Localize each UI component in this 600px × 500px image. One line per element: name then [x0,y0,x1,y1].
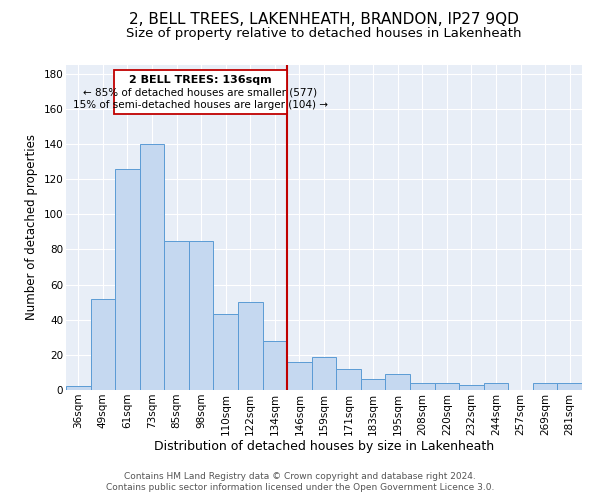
Bar [361,380,385,390]
Bar [140,144,164,390]
Text: Size of property relative to detached houses in Lakenheath: Size of property relative to detached ho… [126,28,522,40]
Bar [410,383,434,390]
X-axis label: Distribution of detached houses by size in Lakenheath: Distribution of detached houses by size … [154,440,494,454]
Text: 15% of semi-detached houses are larger (104) →: 15% of semi-detached houses are larger (… [73,100,328,110]
Bar [434,383,459,390]
Bar [287,362,312,390]
Bar [459,384,484,390]
Bar [385,374,410,390]
FancyBboxPatch shape [114,70,287,114]
Text: 2, BELL TREES, LAKENHEATH, BRANDON, IP27 9QD: 2, BELL TREES, LAKENHEATH, BRANDON, IP27… [129,12,519,28]
Bar [164,240,189,390]
Bar [91,298,115,390]
Bar [557,383,582,390]
Bar [533,383,557,390]
Bar [66,386,91,390]
Bar [312,356,336,390]
Text: Contains HM Land Registry data © Crown copyright and database right 2024.: Contains HM Land Registry data © Crown c… [124,472,476,481]
Bar [336,369,361,390]
Bar [189,240,214,390]
Bar [214,314,238,390]
Text: Contains public sector information licensed under the Open Government Licence 3.: Contains public sector information licen… [106,483,494,492]
Bar [263,341,287,390]
Text: ← 85% of detached houses are smaller (577): ← 85% of detached houses are smaller (57… [83,88,317,98]
Bar [115,168,140,390]
Text: 2 BELL TREES: 136sqm: 2 BELL TREES: 136sqm [129,74,272,85]
Y-axis label: Number of detached properties: Number of detached properties [25,134,38,320]
Bar [238,302,263,390]
Bar [484,383,508,390]
